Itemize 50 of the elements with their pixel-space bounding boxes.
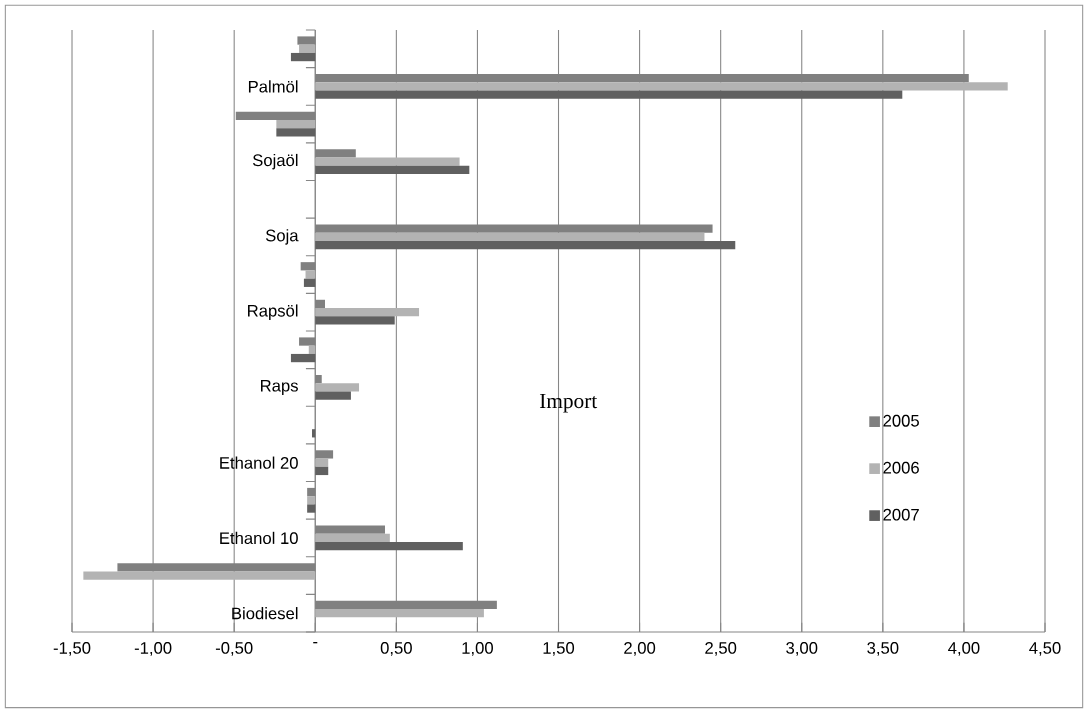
bar (276, 119, 316, 129)
bar (299, 44, 316, 53)
y-tick-label: Ethanol 20 (220, 456, 298, 469)
bar (315, 90, 903, 99)
x-tick-label: 2,00 (624, 642, 656, 656)
bar (315, 316, 395, 325)
bar (83, 571, 316, 580)
bar (315, 232, 705, 242)
x-tick-label: 4,00 (948, 642, 980, 656)
legend-label: 2007 (883, 508, 919, 521)
x-tick-label: 1,00 (462, 642, 493, 656)
y-tick-label: Raps (261, 379, 298, 395)
x-tick-label: 0,50 (380, 642, 412, 656)
x-tick-label: 3,50 (867, 642, 899, 656)
y-tick-label: Soja (265, 229, 299, 245)
bar (315, 165, 470, 175)
x-tick-label: -0,50 (215, 642, 253, 656)
bar (315, 609, 484, 618)
x-tick-label: -1,00 (134, 642, 172, 656)
y-tick-label: Palmöl (248, 80, 298, 93)
y-tick-label: Rapsöl (248, 304, 298, 320)
bar (315, 82, 1008, 91)
x-tick-label: 3,00 (786, 642, 818, 656)
bar (315, 533, 390, 543)
y-tick-label: Ethanol 10 (220, 531, 298, 545)
x-tick-label: 4,50 (1029, 642, 1061, 656)
x-tick-label: 1,50 (543, 642, 575, 656)
bar (290, 353, 316, 363)
y-tick-label: Biodiesel (232, 607, 298, 620)
bar (315, 241, 736, 250)
x-tick-label: 2,50 (705, 642, 737, 656)
bar (315, 157, 460, 166)
bar (276, 128, 316, 137)
annotation: Import (539, 393, 598, 413)
bar (290, 52, 316, 62)
bar (315, 542, 463, 551)
y-tick-label: Sojaöl (252, 153, 298, 170)
bar (315, 308, 420, 317)
bar (315, 383, 360, 392)
x-tick-label: - (313, 642, 318, 644)
legend-label: 2005 (883, 414, 919, 427)
bar (305, 270, 316, 279)
bar (315, 466, 329, 476)
legend-label: 2006 (883, 461, 919, 474)
bar (307, 496, 316, 505)
x-tick-label: -1,50 (53, 642, 91, 656)
bar (315, 391, 351, 400)
bar (315, 458, 329, 467)
bar (303, 278, 316, 287)
bar (307, 504, 316, 513)
